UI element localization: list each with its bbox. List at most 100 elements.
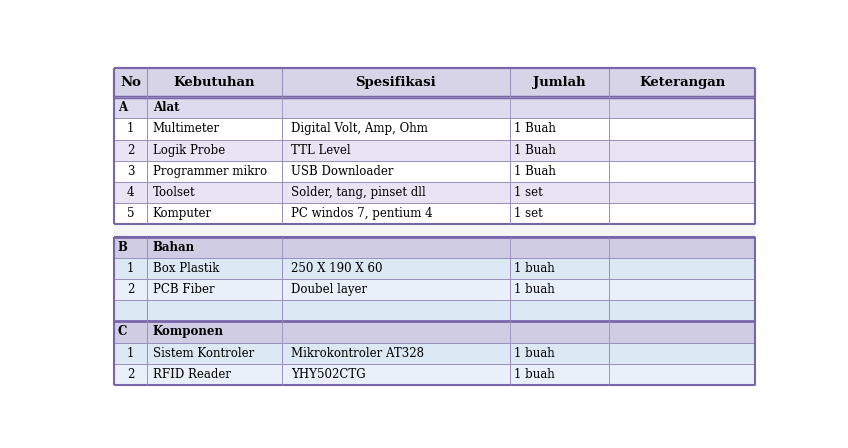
Text: Multimeter: Multimeter [153,122,220,135]
Bar [282,118,510,139]
Text: Bahan: Bahan [153,241,195,254]
Text: 4: 4 [127,186,134,199]
Bar [510,364,609,385]
Text: 1 Buah: 1 Buah [514,165,555,178]
Bar [282,182,510,203]
Bar [114,68,148,97]
Text: 1: 1 [127,122,134,135]
Bar [609,258,756,279]
Text: 1 Buah: 1 Buah [514,144,555,157]
Text: USB Downloader: USB Downloader [291,165,393,178]
Bar [114,343,148,364]
Bar [510,343,609,364]
Bar [282,139,510,161]
Bar [510,161,609,182]
Text: Mikrokontroler AT328: Mikrokontroler AT328 [291,347,424,360]
Bar [282,300,510,321]
Bar [282,258,510,279]
Bar [148,182,282,203]
Bar [510,68,609,97]
Bar [148,118,282,139]
Text: 1 buah: 1 buah [514,347,555,360]
Bar [609,300,756,321]
Text: No: No [120,76,141,89]
Text: Logik Probe: Logik Probe [153,144,225,157]
Text: Solder, tang, pinset dll: Solder, tang, pinset dll [291,186,426,199]
Bar [148,161,282,182]
Bar [148,321,756,343]
Text: Box Plastik: Box Plastik [153,262,219,275]
Bar [148,343,282,364]
Text: 1 set: 1 set [514,186,543,199]
Bar [114,258,148,279]
Bar [282,364,510,385]
Text: B: B [118,241,128,254]
Text: Kebutuhan: Kebutuhan [174,76,255,89]
Bar [148,258,282,279]
Bar [510,118,609,139]
Bar [148,203,282,224]
Text: Alat: Alat [153,101,179,114]
Text: TTL Level: TTL Level [291,144,351,157]
Bar [114,321,148,343]
Text: 2: 2 [127,368,134,381]
Bar [609,279,756,300]
Text: Programmer mikro: Programmer mikro [153,165,267,178]
Text: PC windos 7, pentium 4: PC windos 7, pentium 4 [291,207,432,220]
Text: YHY502CTG: YHY502CTG [291,368,365,381]
Text: Keterangan: Keterangan [639,76,725,89]
Text: Komponen: Komponen [153,326,224,339]
Bar [148,97,756,118]
Bar [148,237,756,258]
Text: 1 buah: 1 buah [514,262,555,275]
Bar [282,203,510,224]
Bar [114,224,756,237]
Bar [114,182,148,203]
Bar [609,68,756,97]
Bar [282,279,510,300]
Bar [609,203,756,224]
Text: C: C [118,326,127,339]
Bar [282,343,510,364]
Bar [148,139,282,161]
Bar [510,182,609,203]
Bar [510,258,609,279]
Bar [148,364,282,385]
Bar [148,300,282,321]
Text: Doubel layer: Doubel layer [291,283,367,296]
Bar [114,300,148,321]
Text: Sistem Kontroler: Sistem Kontroler [153,347,254,360]
Text: 1: 1 [127,262,134,275]
Bar [114,237,148,258]
Text: A: A [118,101,127,114]
Text: 250 X 190 X 60: 250 X 190 X 60 [291,262,382,275]
Text: Toolset: Toolset [153,186,195,199]
Bar [510,279,609,300]
Text: 1 Buah: 1 Buah [514,122,555,135]
Text: 1 set: 1 set [514,207,543,220]
Bar [609,364,756,385]
Text: 5: 5 [127,207,134,220]
Text: 1 buah: 1 buah [514,368,555,381]
Bar [114,364,148,385]
Bar [148,68,282,97]
Bar [510,139,609,161]
Bar [114,118,148,139]
Text: 1: 1 [127,347,134,360]
Text: 3: 3 [127,165,134,178]
Bar [510,300,609,321]
Bar [609,161,756,182]
Text: 2: 2 [127,283,134,296]
Bar [114,161,148,182]
Text: Jumlah: Jumlah [533,76,586,89]
Bar [114,139,148,161]
Text: Komputer: Komputer [153,207,212,220]
Text: PCB Fiber: PCB Fiber [153,283,215,296]
Bar [609,118,756,139]
Bar [510,203,609,224]
Text: RFID Reader: RFID Reader [153,368,231,381]
Bar [609,182,756,203]
Bar [609,343,756,364]
Bar [148,279,282,300]
Bar [114,279,148,300]
